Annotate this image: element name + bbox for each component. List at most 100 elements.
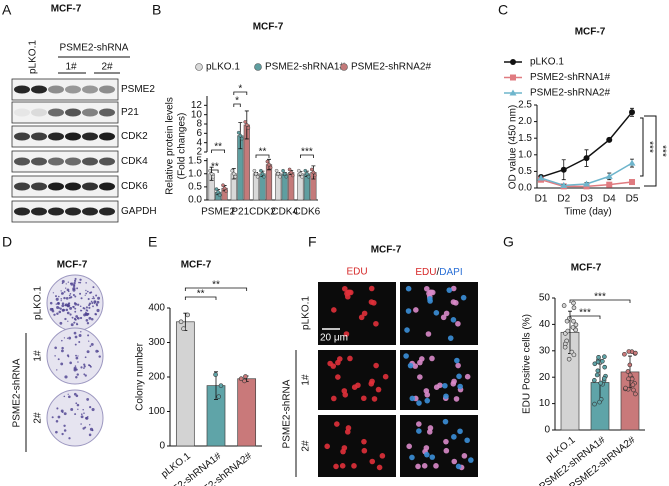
data-point: [216, 394, 222, 399]
colony: [87, 312, 90, 315]
colony: [76, 403, 80, 407]
colony: [85, 289, 87, 292]
colony: [95, 294, 98, 297]
data-point: [231, 171, 236, 176]
y-tick-label: 0.0: [518, 183, 532, 194]
colony: [88, 340, 90, 342]
data-point: [287, 167, 292, 172]
cell: [455, 362, 461, 369]
colony: [78, 334, 82, 337]
legend-marker: [510, 74, 516, 81]
cell: [403, 353, 409, 359]
cell: [379, 453, 386, 459]
sig-bracket: [569, 315, 601, 319]
colony: [86, 398, 90, 401]
colony: [74, 335, 78, 339]
y-axis-label: (Fold changes): [177, 113, 188, 180]
colony: [55, 430, 58, 434]
colony: [77, 303, 80, 306]
colony: [66, 311, 70, 315]
point: [629, 109, 635, 116]
panel-label: B: [152, 2, 161, 18]
colony: [75, 394, 79, 398]
colony: [61, 308, 65, 312]
data-point: [238, 133, 243, 138]
colony: [74, 343, 77, 346]
colony: [51, 309, 55, 313]
point: [629, 179, 635, 186]
colony: [88, 306, 91, 309]
colony: [80, 366, 83, 369]
chart-title: MCF-7: [571, 263, 602, 274]
cell: [407, 362, 414, 369]
cell: [416, 428, 422, 434]
cell: [416, 400, 422, 406]
blot-band: [82, 157, 98, 166]
cell: [376, 464, 383, 471]
row-label: pLKO.1: [301, 296, 312, 330]
y-tick-label: 2: [196, 147, 202, 158]
blot-band: [31, 132, 47, 141]
blot-band: [82, 85, 98, 94]
cell: [433, 463, 439, 469]
data-point: [595, 368, 601, 374]
sig-label: *: [238, 84, 242, 95]
cell: [345, 289, 352, 296]
colony: [83, 412, 85, 414]
cell: [443, 310, 450, 317]
legend-marker: [254, 63, 262, 71]
data-point: [252, 168, 257, 173]
colony: [80, 423, 82, 425]
sig-label: ***: [301, 147, 313, 158]
colony: [95, 313, 97, 316]
colony: [75, 354, 77, 357]
cell: [450, 285, 457, 292]
colony: [85, 311, 87, 314]
x-tick-label: D3: [580, 194, 593, 205]
cell: [446, 287, 453, 293]
data-point: [254, 171, 258, 176]
data-point: [602, 354, 607, 359]
colony: [84, 294, 86, 296]
colony: [74, 307, 77, 310]
cell: [433, 310, 440, 316]
row-label: 2#: [301, 440, 312, 452]
colony: [97, 296, 101, 300]
cell: [347, 355, 353, 362]
y-tick-label: 12: [191, 100, 203, 111]
group-label: PSME2-shRNA: [60, 43, 129, 54]
panel-title: MCF-7: [57, 260, 88, 271]
data-point: [627, 362, 633, 368]
cell: [429, 355, 435, 362]
colony: [75, 402, 78, 405]
panel-title: MCF-7: [51, 4, 82, 15]
sig-label: ***: [579, 308, 591, 319]
colony: [84, 356, 87, 359]
data-point: [629, 376, 635, 382]
data-point: [276, 171, 281, 176]
cell: [351, 463, 357, 469]
colony: [88, 424, 91, 426]
data-point: [594, 372, 600, 378]
colony: [85, 292, 88, 295]
blot-band: [82, 207, 98, 216]
cell: [409, 395, 416, 402]
cell: [433, 384, 440, 391]
cell: [341, 445, 348, 451]
cell: [342, 391, 349, 398]
point: [606, 136, 613, 143]
cell: [442, 382, 448, 389]
legend-label: PSME2-shRNA1#: [530, 72, 610, 83]
colony: [63, 424, 66, 427]
cell: [345, 425, 352, 431]
blot-band: [99, 207, 115, 216]
colony: [69, 361, 72, 365]
colony: [58, 310, 62, 314]
point: [628, 159, 636, 166]
colony: [96, 304, 99, 307]
colony: [68, 296, 71, 299]
cell: [358, 314, 365, 321]
cell: [369, 458, 376, 465]
colony: [90, 291, 93, 294]
